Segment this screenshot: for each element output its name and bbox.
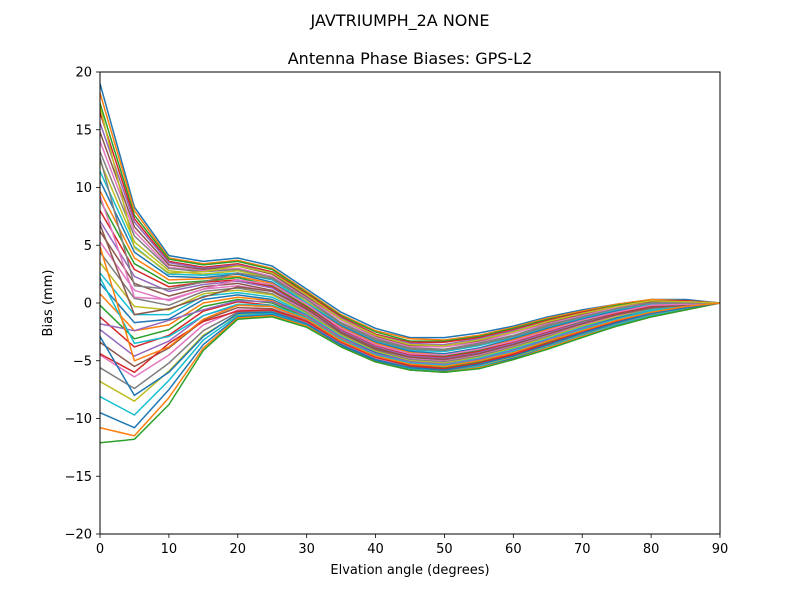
- x-tick-label: 50: [436, 542, 453, 557]
- x-tick-label: 80: [643, 542, 660, 557]
- x-tick-label: 10: [161, 542, 178, 557]
- series-line-42: [100, 246, 720, 368]
- series-line-33: [100, 302, 720, 444]
- x-tick-label: 60: [505, 542, 522, 557]
- x-tick-label: 30: [298, 542, 315, 557]
- series-line-38: [100, 157, 720, 352]
- series-line-7: [100, 141, 720, 348]
- x-tick-label: 70: [574, 542, 591, 557]
- series-line-30: [100, 302, 720, 416]
- series-line-36: [100, 224, 720, 361]
- series-line-3: [100, 102, 720, 342]
- series-line-11: [100, 180, 720, 355]
- x-tick-label: 40: [367, 542, 384, 557]
- series-line-10: [100, 170, 720, 353]
- series-line-40: [100, 277, 720, 367]
- y-tick-label: −5: [73, 354, 92, 369]
- chart-title: Antenna Phase Biases: GPS-L2: [288, 49, 533, 68]
- y-axis: −20 −15 −10 −5 0 5 10 15 20: [65, 66, 100, 543]
- x-axis-label: Elvation angle (degrees): [330, 563, 489, 578]
- x-axis: 0 10 20 30 40 50 60 70 80 90: [96, 534, 728, 557]
- series-line-2: [100, 92, 720, 341]
- series-line-37: [100, 195, 720, 356]
- series-layer: [100, 83, 720, 444]
- series-line-39: [100, 106, 720, 347]
- y-tick-label: 5: [84, 239, 92, 254]
- y-tick-label: 0: [84, 297, 92, 312]
- series-line-34: [100, 302, 720, 374]
- y-tick-label: 15: [75, 123, 92, 138]
- y-tick-label: −20: [65, 528, 92, 543]
- figure-suptitle: JAVTRIUMPH_2A NONE: [310, 11, 490, 31]
- y-tick-label: 20: [75, 66, 92, 81]
- y-axis-label: Bias (mm): [41, 270, 56, 337]
- y-tick-label: −15: [65, 470, 92, 485]
- series-line-19: [100, 262, 720, 364]
- x-tick-label: 0: [96, 542, 104, 557]
- y-tick-label: −10: [65, 412, 92, 427]
- x-tick-label: 90: [712, 542, 729, 557]
- x-tick-label: 20: [230, 542, 247, 557]
- series-line-41: [100, 302, 720, 397]
- y-tick-label: 10: [75, 181, 92, 196]
